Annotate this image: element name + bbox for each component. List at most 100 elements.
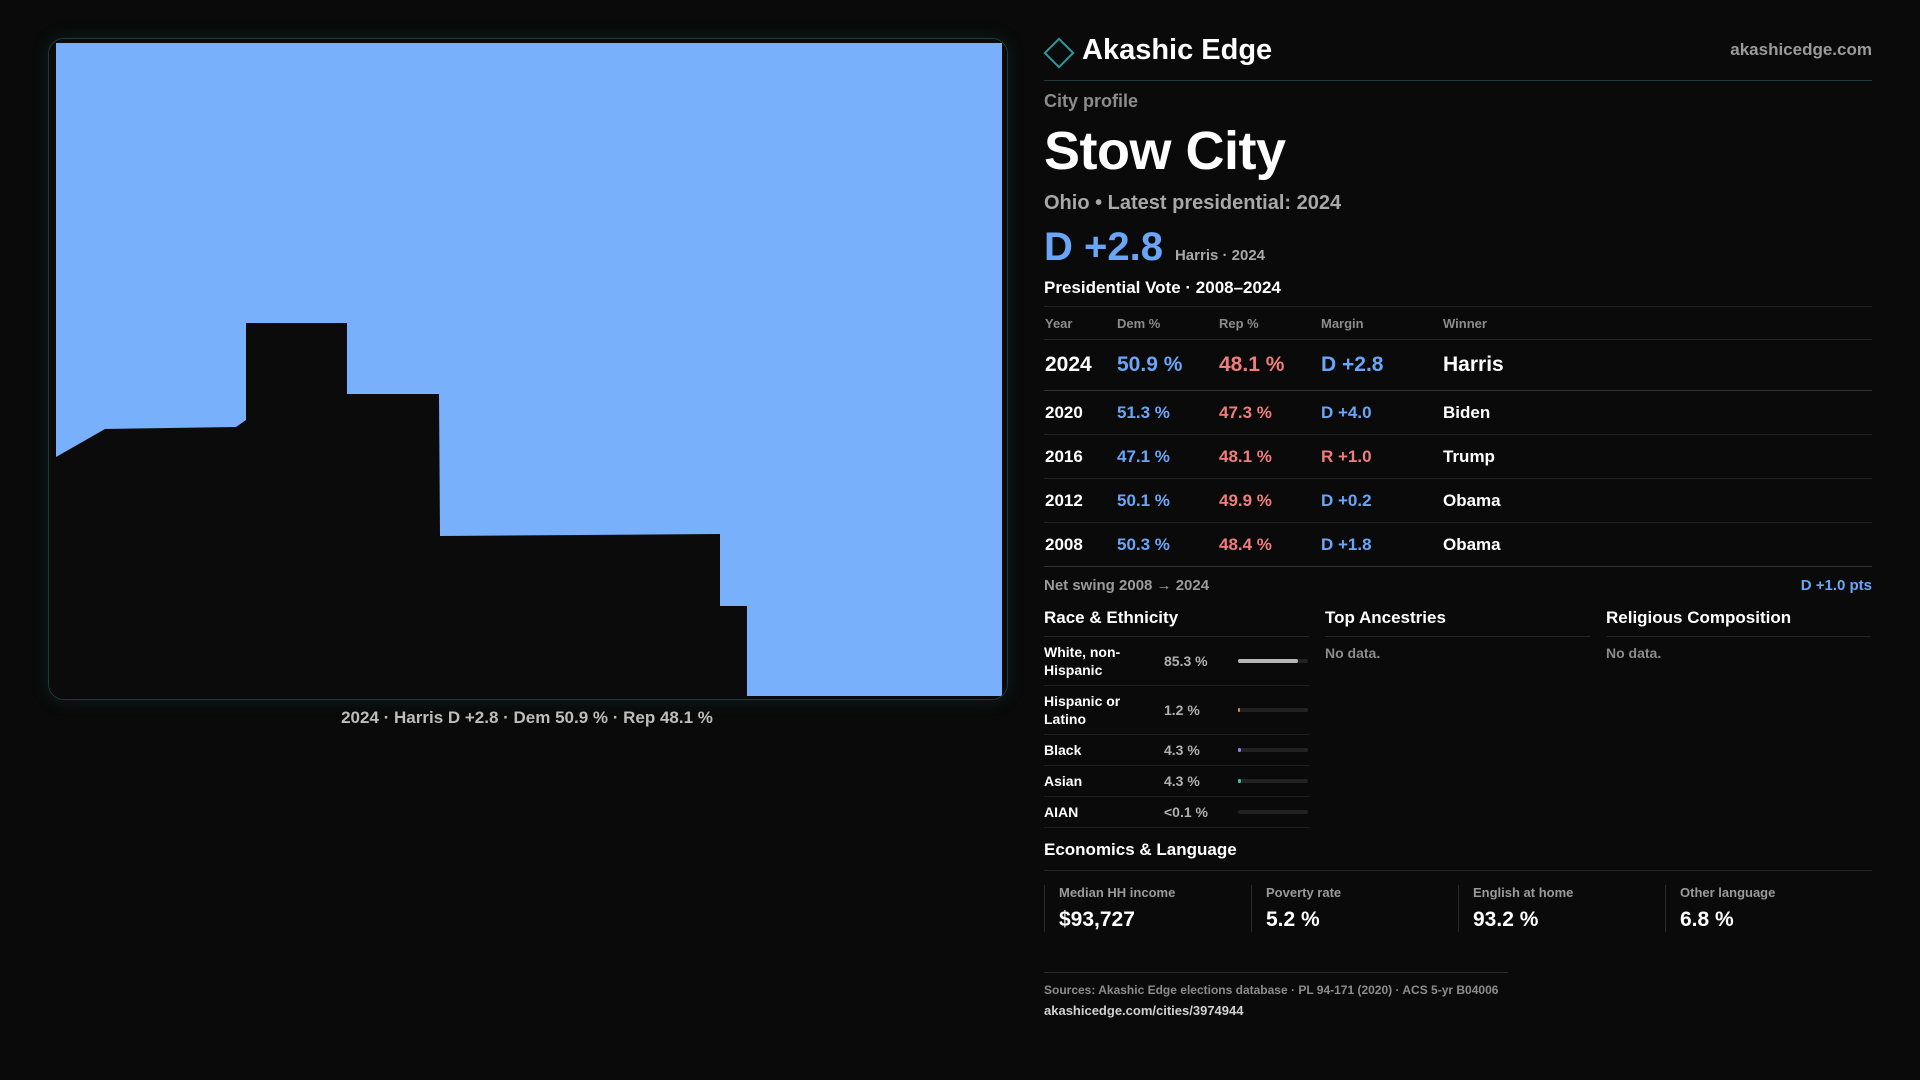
vote-row: 2024 50.9 % 48.1 % D +2.8 Harris	[1044, 339, 1872, 391]
vote-row: 2008 50.3 % 48.4 % D +1.8 Obama	[1044, 522, 1872, 567]
vote-rep: 48.1 %	[1218, 339, 1320, 391]
vote-row: 2016 47.1 % 48.1 % R +1.0 Trump	[1044, 434, 1872, 479]
stat-value: 6.8 %	[1680, 908, 1734, 931]
stat-label: Median HH income	[1059, 885, 1176, 900]
header-year: Year	[1044, 307, 1116, 340]
vote-winner: Trump	[1442, 434, 1872, 479]
vote-year: 2012	[1044, 478, 1116, 523]
race-bar-fill	[1238, 708, 1241, 712]
vote-rep: 48.1 %	[1218, 434, 1320, 479]
brand-name: Akashic Edge	[1082, 33, 1273, 66]
header-margin: Margin	[1320, 307, 1442, 340]
vote-dem: 47.1 %	[1116, 434, 1218, 479]
vote-dem: 50.1 %	[1116, 478, 1218, 523]
vote-rep: 49.9 %	[1218, 478, 1320, 523]
race-label: Hispanic or Latino	[1044, 693, 1121, 727]
footer: Sources: Akashic Edge elections database…	[1044, 972, 1508, 1018]
map-caption: 2024 · Harris D +2.8 · Dem 50.9 % · Rep …	[341, 708, 713, 727]
religion-column: Religious Composition No data.	[1606, 608, 1871, 828]
race-bar-track	[1238, 659, 1308, 663]
vote-winner: Obama	[1442, 478, 1872, 523]
page-subtitle: Ohio • Latest presidential: 2024	[1044, 192, 1342, 214]
vote-year: 2024	[1044, 339, 1116, 391]
page-kicker: City profile	[1044, 91, 1139, 111]
economics-stats: Median HH income $93,727 Poverty rate 5.…	[1044, 885, 1872, 932]
race-pct: 1.2 %	[1164, 702, 1200, 718]
ancestries-empty: No data.	[1325, 645, 1381, 661]
vote-winner: Harris	[1442, 339, 1872, 391]
stat-poverty-rate: Poverty rate 5.2 %	[1251, 885, 1458, 932]
race-label: White, non-Hispanic	[1044, 644, 1121, 678]
vote-row: 2020 51.3 % 47.3 % D +4.0 Biden	[1044, 390, 1872, 435]
vote-margin: D +1.8	[1320, 522, 1442, 567]
race-bar-track	[1238, 810, 1308, 814]
vote-winner: Obama	[1442, 522, 1872, 567]
race-pct: <0.1 %	[1164, 804, 1208, 820]
vote-dem: 51.3 %	[1116, 390, 1218, 435]
diamond-logo-icon	[1043, 37, 1075, 69]
city-map[interactable]	[48, 38, 1008, 700]
vote-rep: 48.4 %	[1218, 522, 1320, 567]
race-pct: 4.3 %	[1164, 742, 1200, 758]
stat-value: 93.2 %	[1473, 908, 1539, 931]
race-title: Race & Ethnicity	[1044, 608, 1309, 637]
vote-year: 2008	[1044, 522, 1116, 567]
vote-year: 2020	[1044, 390, 1116, 435]
ancestries-column: Top Ancestries No data.	[1325, 608, 1590, 828]
brand-header: Akashic Edge akashicedge.com	[1043, 30, 1872, 81]
race-row: White, non-Hispanic 85.3 %	[1044, 637, 1309, 686]
vote-dem: 50.9 %	[1116, 339, 1218, 391]
race-bar-track	[1238, 708, 1308, 712]
site-link[interactable]: akashicedge.com	[1730, 40, 1872, 59]
stat-label: Other language	[1680, 885, 1776, 900]
vote-table-header: Year Dem % Rep % Margin Winner	[1044, 307, 1872, 340]
sources-note: Sources: Akashic Edge elections database…	[1044, 983, 1499, 997]
stat-median-income: Median HH income $93,727	[1044, 885, 1251, 932]
vote-dem: 50.3 %	[1116, 522, 1218, 567]
race-bar-fill	[1238, 659, 1298, 663]
vote-rep: 47.3 %	[1218, 390, 1320, 435]
stat-label: English at home	[1473, 885, 1574, 900]
vote-year: 2016	[1044, 434, 1116, 479]
stat-value: 5.2 %	[1266, 908, 1320, 931]
race-pct: 85.3 %	[1164, 653, 1208, 669]
headline-result: D +2.8 Harris · 2024	[1044, 225, 1872, 270]
city-permalink[interactable]: akashicedge.com/cities/3974944	[1044, 1003, 1244, 1018]
race-bar-track	[1238, 779, 1308, 783]
stat-label: Poverty rate	[1266, 885, 1342, 900]
net-swing: Net swing 2008 → 2024 D +1.0 pts	[1044, 577, 1872, 594]
race-row: AIAN <0.1 %	[1044, 797, 1309, 828]
ancestries-title: Top Ancestries	[1325, 608, 1590, 637]
race-column: Race & Ethnicity White, non-Hispanic 85.…	[1044, 608, 1309, 828]
race-bar-fill	[1238, 748, 1241, 752]
race-bar-track	[1238, 748, 1308, 752]
religion-empty: No data.	[1606, 645, 1662, 661]
vote-margin: D +0.2	[1320, 478, 1442, 523]
race-row: Asian 4.3 %	[1044, 766, 1309, 797]
demographics-section: Race & Ethnicity White, non-Hispanic 85.…	[1044, 608, 1872, 828]
page-title: Stow City	[1044, 121, 1286, 181]
stat-other-language: Other language 6.8 %	[1665, 885, 1872, 932]
header-winner: Winner	[1442, 307, 1872, 340]
vote-margin: D +4.0	[1320, 390, 1442, 435]
profile-panel: Akashic Edge akashicedge.com City profil…	[1043, 30, 1872, 1018]
stat-value: $93,727	[1059, 908, 1135, 931]
vote-row: 2012 50.1 % 49.9 % D +0.2 Obama	[1044, 478, 1872, 523]
vote-winner: Biden	[1442, 390, 1872, 435]
vote-table: Year Dem % Rep % Margin Winner 2024 50.9…	[1044, 307, 1872, 567]
net-swing-value: D +1.0 pts	[1800, 577, 1872, 594]
vote-margin: R +1.0	[1320, 434, 1442, 479]
stat-english-at-home: English at home 93.2 %	[1458, 885, 1665, 932]
vote-margin: D +2.8	[1320, 339, 1442, 391]
race-row: Black 4.3 %	[1044, 735, 1309, 766]
city-boundary-shape	[56, 43, 1002, 696]
race-row: Hispanic or Latino 1.2 %	[1044, 686, 1309, 735]
header-rep: Rep %	[1218, 307, 1320, 340]
header-dem: Dem %	[1116, 307, 1218, 340]
race-pct: 4.3 %	[1164, 773, 1200, 789]
headline-note: Harris · 2024	[1174, 247, 1266, 264]
race-label: AIAN	[1044, 804, 1079, 820]
race-label: Asian	[1044, 773, 1083, 789]
economics-title: Economics & Language	[1044, 840, 1872, 871]
brand[interactable]: Akashic Edge	[1043, 33, 1273, 69]
